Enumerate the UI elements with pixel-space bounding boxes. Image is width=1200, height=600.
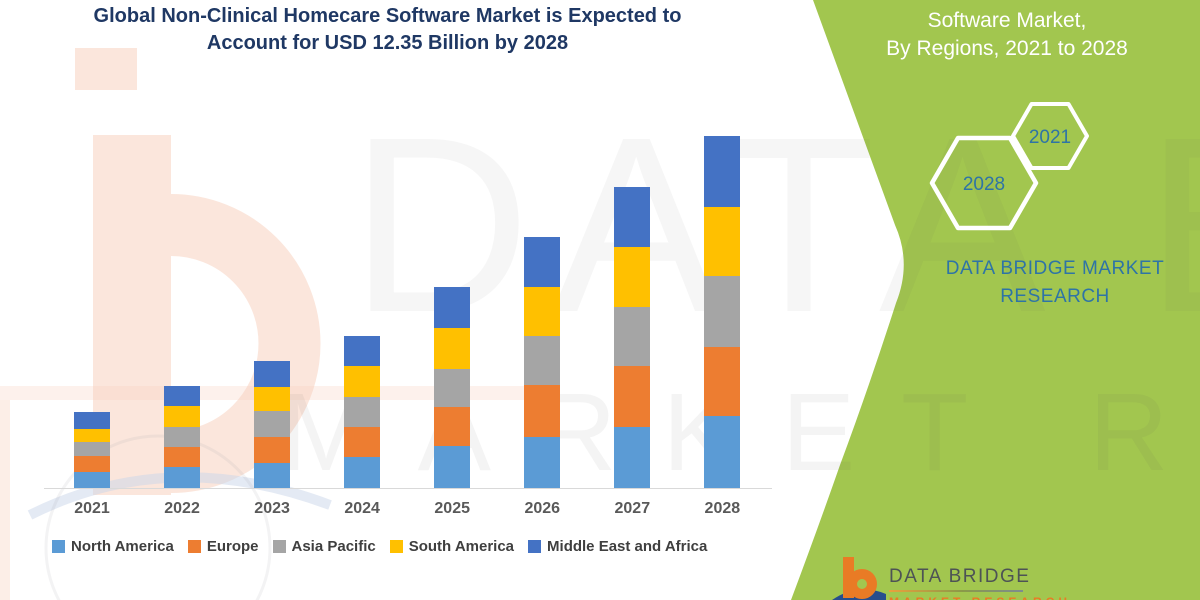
panel-title: Software Market, By Regions, 2021 to 202… [818, 7, 1196, 63]
bar-segment-2027-europe [614, 365, 651, 427]
chart-legend: North America Europe Asia Pacific South Ame… [52, 538, 707, 555]
hexagon-year-2021: 2021 [1029, 127, 1071, 148]
panel-brand-line1: DATA BRIDGE MARKET [945, 258, 1165, 279]
legend-item-middle-east-and-africa: Middle East and Africa [528, 538, 707, 555]
legend-label: North America [71, 538, 174, 555]
bar-segment-2024-middle-east-and-africa [344, 335, 381, 366]
footer-brand-subname: MARKET RESEARCH [889, 595, 1071, 600]
x-axis-label-2028: 2028 [704, 500, 741, 517]
footer-brand-name: DATA BRIDGE [889, 566, 1031, 587]
chart-title: Global Non-Clinical Homecare Software Ma… [15, 3, 760, 57]
x-axis-label-2026: 2026 [524, 500, 561, 517]
x-axis-line [44, 488, 772, 489]
footer-brand-underline [889, 590, 1023, 592]
logo-b-bowl-icon [847, 569, 877, 599]
bar-segment-2026-middle-east-and-africa [524, 236, 561, 287]
bar-segment-2024-asia-pacific [344, 396, 381, 427]
bar-segment-2025-north-america [434, 446, 471, 488]
bar-segment-2028-south-america [704, 206, 741, 276]
bar-segment-2026-asia-pacific [524, 335, 561, 385]
legend-item-europe: Europe [187, 538, 259, 555]
bar-segment-2025-south-america [434, 328, 471, 370]
legend-item-north-america: North America [52, 538, 174, 555]
legend-marker-icon [52, 540, 65, 553]
legend-item-asia-pacific: Asia Pacific [272, 538, 376, 555]
legend-label: South America [408, 538, 515, 555]
bar-segment-2024-europe [344, 426, 381, 457]
bar-segment-2025-middle-east-and-africa [434, 286, 471, 329]
legend-item-south-america: South America [389, 538, 515, 555]
chart-title-line2: Account for USD 12.35 Billion by 2028 [206, 32, 569, 54]
x-axis-label-2027: 2027 [614, 500, 651, 517]
bar-segment-2027-asia-pacific [614, 306, 651, 366]
legend-label: Middle East and Africa [547, 538, 708, 555]
legend-marker-icon [187, 540, 201, 553]
bar-segment-2028-north-america [704, 415, 741, 488]
bar-segment-2028-middle-east-and-africa [704, 135, 741, 207]
legend-marker-icon [272, 540, 286, 553]
bar-segment-2024-north-america [344, 456, 381, 488]
legend-marker-icon [528, 540, 542, 553]
hexagon-2021 [1011, 102, 1089, 170]
panel-title-line2: By Regions, 2021 to 2028 [886, 37, 1128, 60]
panel-title-line1: Software Market, [927, 9, 1087, 32]
bar-segment-2028-europe [704, 346, 741, 416]
x-axis-label-2024: 2024 [344, 500, 380, 517]
legend-label: Asia Pacific [291, 538, 376, 555]
bar-segment-2025-europe [434, 406, 471, 447]
bar-segment-2026-north-america [524, 436, 561, 488]
legend-marker-icon [389, 540, 403, 553]
bar-segment-2027-middle-east-and-africa [614, 186, 651, 247]
chart-title-line1: Global Non-Clinical Homecare Software Ma… [93, 5, 682, 27]
bar-segment-2026-south-america [524, 286, 561, 336]
hexagon-2028 [929, 135, 1039, 231]
bar-segment-2028-asia-pacific [704, 275, 741, 347]
green-panel-shape [791, 0, 1200, 600]
bar-segment-2027-south-america [614, 246, 651, 307]
panel-brand-text: DATA BRIDGE MARKET RESEARCH [935, 255, 1175, 311]
bar-segment-2027-north-america [614, 426, 651, 488]
hexagon-year-2028: 2028 [963, 174, 1005, 195]
panel-brand-line2: RESEARCH [1000, 286, 1110, 307]
legend-label: Europe [206, 538, 259, 555]
x-axis-label-2025: 2025 [434, 500, 470, 517]
